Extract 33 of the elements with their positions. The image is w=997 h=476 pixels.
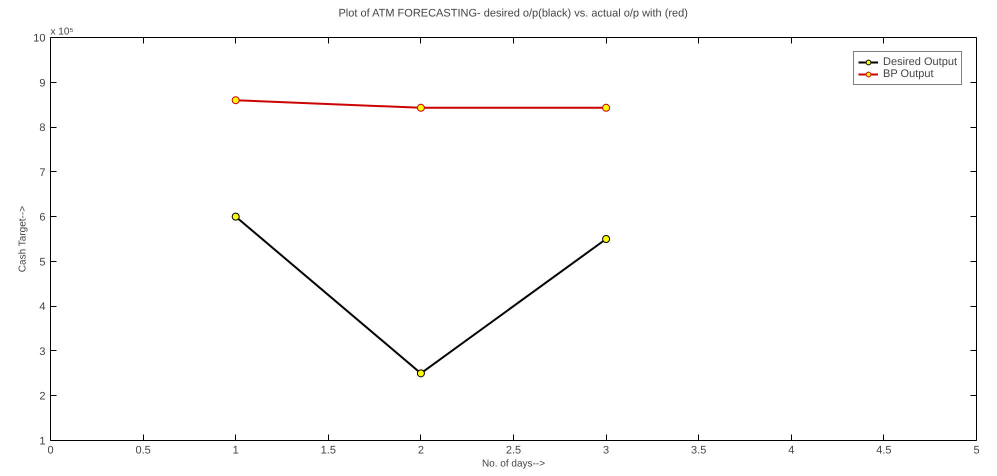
y-tick-label: 3 xyxy=(39,346,46,358)
point xyxy=(232,96,240,104)
x-tick-label: 0.5 xyxy=(135,444,151,456)
y-tick-label: 7 xyxy=(39,166,46,179)
x-tick-label: 3.5 xyxy=(691,444,706,456)
point xyxy=(602,235,610,243)
x-tick-label: 4 xyxy=(788,444,794,456)
y-tick-label: 6 xyxy=(39,212,46,224)
point xyxy=(416,104,425,112)
x-tick-label: 5 xyxy=(973,444,980,456)
x-tick-label: 0 xyxy=(47,444,54,456)
point xyxy=(602,104,610,112)
legend-label: Desired Output xyxy=(883,56,957,68)
legend-label: BP Output xyxy=(883,68,934,80)
x-tick-label: 3 xyxy=(603,444,610,456)
x-tick-label: 1 xyxy=(232,444,239,456)
y-tick-label: 10 xyxy=(33,32,46,44)
x-tick-label: 2 xyxy=(418,444,424,456)
point xyxy=(416,369,425,378)
y-tick-label: 9 xyxy=(39,77,46,90)
chart-title: Plot of ATM FORECASTING- desired o/p(black) vs. actual o/p with (red) xyxy=(338,8,688,20)
x-tick-label: 1.5 xyxy=(320,444,336,456)
y-tick-label: 8 xyxy=(39,122,46,134)
y-axis-title: Cash Target--> xyxy=(17,206,28,272)
text: x 10⁵ xyxy=(50,26,74,38)
y-tick-label: 2 xyxy=(39,390,46,403)
y-tick-label: 5 xyxy=(39,256,46,268)
point xyxy=(232,212,240,221)
x-axis-title: No. of days--> xyxy=(482,458,546,470)
x-tick-label: 4.5 xyxy=(876,444,892,456)
y-tick-label: 1 xyxy=(39,436,46,448)
y-tick-label: 4 xyxy=(39,301,46,314)
x-tick-label: 2.5 xyxy=(506,444,522,456)
